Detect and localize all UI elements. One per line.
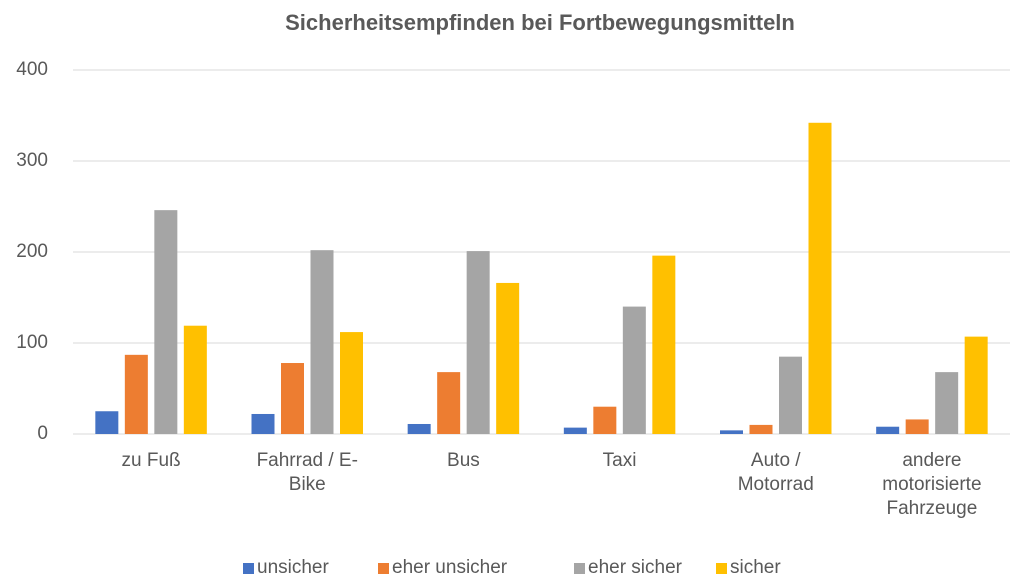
legend-label: eher sicher	[588, 557, 682, 578]
legend-item: sicher	[716, 557, 781, 579]
bar	[720, 430, 743, 434]
y-tick-label: 200	[16, 241, 48, 262]
y-tick-label: 100	[16, 332, 48, 353]
x-tick-label: andere motorisierte Fahrzeuge	[882, 450, 982, 519]
bar	[749, 424, 773, 434]
legend-swatch	[574, 562, 585, 574]
chart-title: Sicherheitsempfinden bei Fortbewegungsmi…	[285, 10, 795, 35]
y-tick-label: 0	[37, 423, 48, 444]
legend-swatch	[243, 562, 254, 574]
legend-swatch	[716, 562, 727, 574]
x-tick-label: Bus	[447, 450, 480, 471]
bar	[95, 411, 119, 434]
x-tick-label: zu Fuß	[121, 450, 181, 471]
bar	[124, 354, 148, 434]
legend-label: unsicher	[257, 557, 329, 578]
y-tick-label: 300	[16, 150, 48, 171]
bar	[593, 406, 617, 434]
legend-label: eher unsicher	[392, 557, 508, 578]
bar	[407, 423, 431, 434]
x-tick-label: Auto / Motorrad	[737, 450, 814, 495]
bar	[251, 413, 275, 434]
bar	[183, 325, 207, 434]
x-tick-label: Taxi	[602, 450, 637, 471]
legend-item: eher unsicher	[378, 557, 507, 579]
bar	[437, 372, 461, 434]
bar	[876, 426, 900, 434]
legend-swatch	[378, 562, 389, 574]
bar	[905, 419, 929, 434]
bar	[779, 356, 802, 434]
bar	[808, 122, 832, 434]
bar	[310, 250, 334, 434]
bar	[466, 251, 490, 434]
x-tick-label: Fahrrad / E-Bike	[256, 450, 358, 495]
bar	[964, 336, 988, 434]
legend-label: sicher	[730, 557, 781, 578]
bar	[563, 427, 587, 434]
bar	[622, 306, 646, 434]
y-tick-label: 400	[16, 59, 48, 80]
bar	[652, 255, 676, 434]
bar	[340, 332, 363, 434]
bar	[935, 372, 959, 434]
legend-item: unsicher	[243, 557, 329, 579]
bar	[496, 282, 520, 434]
legend-item: eher sicher	[574, 557, 682, 579]
bar	[154, 210, 178, 434]
bar	[281, 363, 304, 434]
